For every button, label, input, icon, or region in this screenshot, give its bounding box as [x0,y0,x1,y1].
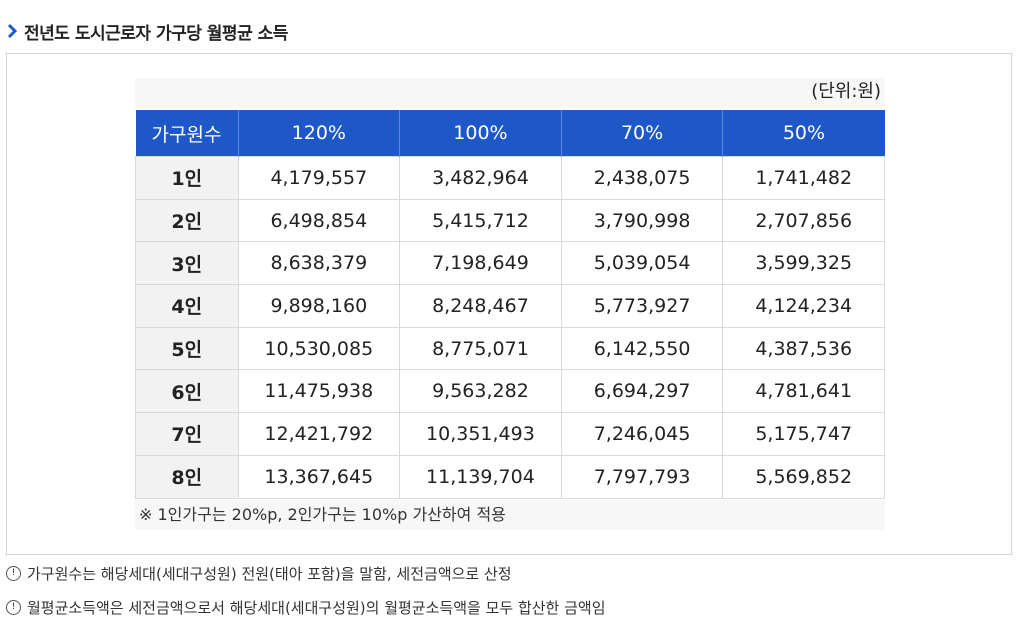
table-cell: 8,248,467 [399,284,562,328]
table-row: 5인 10,530,085 8,775,071 6,142,550 4,387,… [135,326,885,371]
column-header: 100% [399,110,562,157]
table-footnote: ※ 1인가구는 20%p, 2인가구는 10%p 가산하여 적용 [135,500,885,530]
table-cell: 5,039,054 [560,241,724,286]
table-cell: 10,530,085 [237,326,401,371]
info-note-text: 가구원수는 해당세대(세대구성원) 전원(태아 포함)을 말함, 세전금액으로 … [27,565,512,583]
row-header: 1인 [135,156,239,200]
table-cell: 2,438,075 [560,156,724,200]
table-cell: 7,246,045 [560,412,724,456]
table-row: 3인 8,638,379 7,198,649 5,039,054 3,599,3… [135,241,885,286]
row-header: 4인 [135,284,239,328]
table-cell: 5,773,927 [560,284,724,328]
table-cell: 3,482,964 [399,156,562,200]
table-cell: 3,599,325 [722,241,885,286]
table-cell: 5,175,747 [722,412,885,456]
table-row: 1인 4,179,557 3,482,964 2,438,075 1,741,4… [135,156,885,200]
info-icon: ! [6,600,21,615]
table-cell: 4,179,557 [237,156,401,200]
info-note-text: 월평균소득액은 세전금액으로서 해당세대(세대구성원)의 월평균소득액을 모두 … [27,599,606,617]
table-cell: 6,142,550 [560,326,724,371]
table-cell: 6,498,854 [237,198,401,243]
table-row: 8인 13,367,645 11,139,704 7,797,793 5,569… [135,454,885,499]
chevron-right-icon [7,23,18,39]
table-cell: 5,569,852 [722,454,885,499]
section-title: 전년도 도시근로자 가구당 월평균 소득 [24,23,288,44]
unit-label: (단위:원) [135,78,885,108]
row-header: 6인 [135,369,239,414]
column-header: 70% [561,110,724,157]
table-cell: 9,563,282 [399,369,562,414]
row-header: 3인 [135,241,239,286]
info-note: ! 가구원수는 해당세대(세대구성원) 전원(태아 포함)을 말함, 세전금액으… [6,563,512,584]
table-cell: 1,741,482 [722,156,885,200]
row-header: 7인 [135,412,239,456]
table-row: 6인 11,475,938 9,563,282 6,694,297 4,781,… [135,369,885,414]
column-header: 120% [238,110,401,157]
table-cell: 11,475,938 [237,369,401,414]
table-cell: 9,898,160 [237,284,401,328]
table-cell: 7,797,793 [560,454,724,499]
column-header: 가구원수 [135,110,239,157]
row-header: 2인 [135,198,239,243]
table-cell: 8,638,379 [237,241,401,286]
income-table: 가구원수 120% 100% 70% 50% 1인 4,179,557 3,48… [135,110,885,499]
table-cell: 2,707,856 [722,198,885,243]
table-cell: 4,124,234 [722,284,885,328]
table-cell: 5,415,712 [399,198,562,243]
info-note: ! 월평균소득액은 세전금액으로서 해당세대(세대구성원)의 월평균소득액을 모… [6,597,606,618]
table-cell: 3,790,998 [560,198,724,243]
table-row: 7인 12,421,792 10,351,493 7,246,045 5,175… [135,412,885,456]
table-cell: 6,694,297 [560,369,724,414]
table-cell: 4,781,641 [722,369,885,414]
table-cell: 4,387,536 [722,326,885,371]
row-header: 5인 [135,326,239,371]
table-cell: 12,421,792 [237,412,401,456]
table-cell: 10,351,493 [399,412,562,456]
info-icon: ! [6,566,21,581]
table-row: 4인 9,898,160 8,248,467 5,773,927 4,124,2… [135,284,885,328]
table-row: 2인 6,498,854 5,415,712 3,790,998 2,707,8… [135,198,885,243]
table-header-row: 가구원수 120% 100% 70% 50% [135,110,885,157]
column-header: 50% [722,110,885,157]
row-header: 8인 [135,454,239,499]
table-cell: 11,139,704 [399,454,562,499]
table-cell: 7,198,649 [399,241,562,286]
section-heading: 전년도 도시근로자 가구당 월평균 소득 [6,18,288,44]
table-cell: 8,775,071 [399,326,562,371]
table-cell: 13,367,645 [237,454,401,499]
